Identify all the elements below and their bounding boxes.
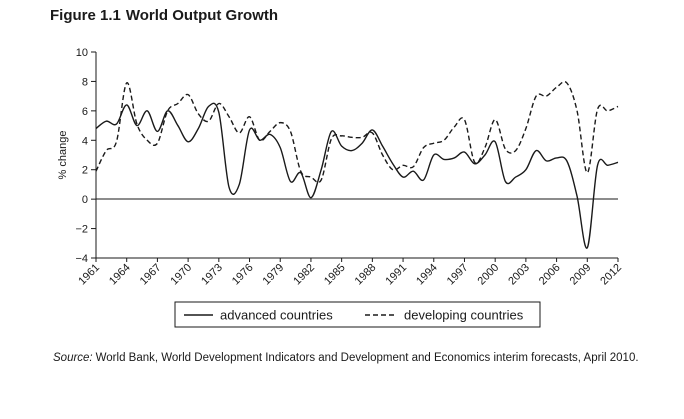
x-tick-label: 1991 bbox=[383, 262, 409, 288]
y-tick-label: 2 bbox=[82, 165, 88, 177]
series-line-advanced bbox=[95, 102, 619, 249]
y-tick-label: −2 bbox=[75, 224, 88, 236]
x-tick-label: 1994 bbox=[414, 262, 440, 288]
x-tick-label: 1976 bbox=[230, 262, 256, 288]
legend: advanced countries developing countries bbox=[174, 301, 541, 328]
figure-title: Figure 1.1 World Output Growth bbox=[50, 7, 278, 24]
figure-number: Figure 1.1 bbox=[50, 7, 121, 24]
x-tick-group: 1961 1964 1967 1970 1973 1976 1979 1982 1985 1988… bbox=[76, 258, 624, 287]
series-line-developing bbox=[95, 80, 619, 184]
x-tick-label: 1967 bbox=[138, 262, 164, 288]
x-tick-label: 1988 bbox=[353, 262, 379, 288]
y-tick-label: 8 bbox=[82, 76, 88, 88]
y-tick-label: −4 bbox=[75, 253, 88, 265]
figure-title-text: World Output Growth bbox=[125, 7, 279, 24]
y-tick-group: 10 8 6 4 2 0 −2 −4 bbox=[75, 47, 96, 265]
legend-label-developing: developing countries bbox=[404, 308, 524, 323]
x-tick-label: 2006 bbox=[537, 262, 563, 288]
x-tick-label: 1982 bbox=[291, 262, 317, 288]
x-tick-label: 1973 bbox=[199, 262, 225, 288]
series-layer bbox=[95, 80, 619, 249]
y-tick-label: 4 bbox=[82, 135, 88, 147]
source-note: Source: World Bank, World Development Ind… bbox=[53, 350, 653, 367]
x-tick-label: 1961 bbox=[76, 262, 102, 288]
x-tick-label: 2009 bbox=[568, 262, 594, 288]
y-tick-label: 0 bbox=[82, 194, 88, 206]
y-tick-label: 10 bbox=[76, 47, 88, 59]
x-tick-label: 2003 bbox=[506, 262, 532, 288]
y-axis-title: % change bbox=[57, 131, 69, 180]
legend-label-advanced: advanced countries bbox=[220, 308, 333, 323]
x-tick-label: 1970 bbox=[168, 262, 194, 288]
x-tick-label: 2000 bbox=[475, 262, 501, 288]
legend-box bbox=[174, 301, 541, 328]
x-tick-label: 1985 bbox=[322, 262, 348, 288]
x-tick-label: 1979 bbox=[261, 262, 287, 288]
x-tick-label: 1964 bbox=[107, 262, 133, 288]
x-tick-label: 1997 bbox=[445, 262, 471, 288]
source-text: World Bank, World Development Indicators… bbox=[95, 352, 639, 364]
x-tick-label: 2012 bbox=[598, 262, 624, 288]
y-tick-label: 6 bbox=[82, 106, 88, 118]
y-axis: 10 8 6 4 2 0 −2 −4 bbox=[75, 47, 97, 265]
source-label: Source: bbox=[53, 352, 93, 364]
